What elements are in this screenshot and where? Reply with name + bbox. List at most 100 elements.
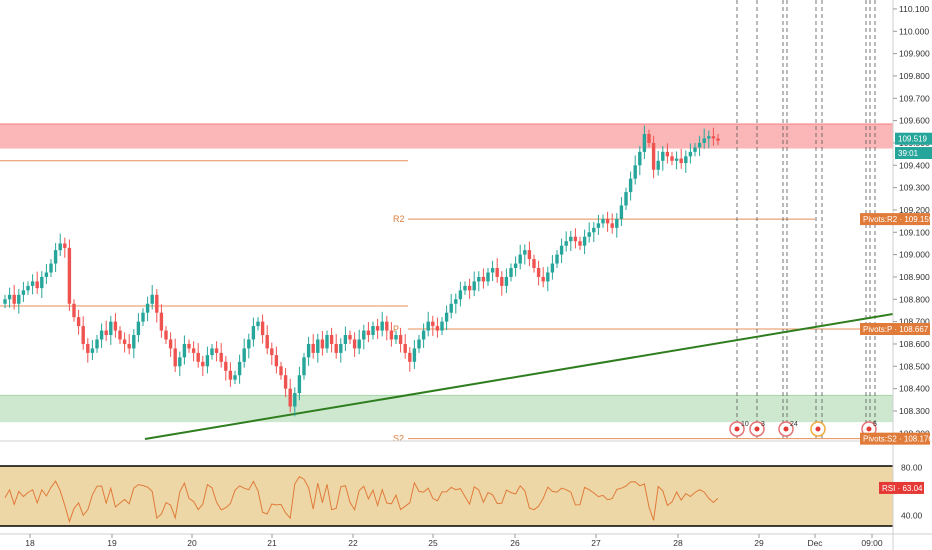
candle-body	[224, 361, 228, 371]
support-zone	[0, 395, 893, 423]
time-tick-label: 20	[187, 538, 197, 548]
candle-body	[113, 321, 118, 331]
time-tick-label: 27	[591, 538, 601, 548]
event-marker-dot	[866, 426, 872, 432]
price-badge	[895, 146, 932, 159]
candle-body	[210, 348, 214, 356]
price-tick-label: 109.900	[899, 49, 930, 59]
candle-body	[168, 339, 173, 349]
event-marker-dot	[815, 426, 821, 432]
candle-body	[458, 290, 463, 300]
candle-body	[251, 326, 256, 340]
price-badge-text: Pivots:R2 · 109.159	[863, 215, 932, 224]
candle-body	[12, 294, 16, 304]
time-tick-label: 09:00	[861, 538, 883, 548]
candle-body	[440, 321, 444, 331]
candle-body	[559, 245, 564, 255]
candle-body	[647, 134, 651, 143]
candle-body	[339, 343, 343, 353]
candle-body	[17, 294, 21, 304]
candle-body	[178, 357, 182, 367]
candle-body	[35, 281, 39, 289]
candle-body	[283, 375, 288, 389]
candle-body	[592, 227, 596, 233]
candle-body	[408, 352, 412, 362]
candle-body	[325, 335, 329, 349]
candle-body	[651, 142, 656, 170]
event-marker-label: 5	[873, 421, 877, 428]
candle-body	[500, 276, 504, 286]
time-tick-label: 28	[673, 538, 683, 548]
candle-body	[182, 343, 187, 358]
candle-body	[642, 134, 647, 152]
price-tick-label: 108.300	[899, 406, 930, 416]
price-badge	[895, 132, 932, 145]
candle-body	[334, 343, 338, 353]
time-tick-label: 18	[25, 538, 35, 548]
candle-body	[587, 232, 591, 237]
candle-body	[362, 330, 366, 340]
candle-body	[53, 250, 58, 264]
candle-body	[532, 259, 536, 269]
candle-body	[417, 339, 421, 349]
candle-body	[518, 254, 522, 264]
candle-body	[454, 299, 458, 304]
candle-body	[366, 330, 371, 336]
price-tick-label: 108.700	[899, 317, 930, 327]
candle-body	[233, 375, 237, 380]
candle-body	[573, 236, 578, 242]
candle-body	[159, 312, 164, 331]
candle-body	[702, 138, 706, 143]
candle-body	[670, 156, 674, 161]
price-tick-label: 109.200	[899, 205, 930, 215]
price-tick-label: 108.400	[899, 384, 930, 394]
candle-body	[435, 326, 440, 331]
candle-body	[86, 343, 90, 353]
price-badge-text: 109.519	[898, 135, 927, 144]
candle-body	[684, 156, 688, 164]
candle-body	[509, 268, 513, 277]
candle-body	[661, 151, 665, 161]
candle-body	[352, 339, 357, 349]
pivot-label-p: P	[393, 324, 399, 334]
candle-body	[481, 276, 486, 282]
candle-body	[380, 321, 384, 331]
candle-body	[242, 348, 246, 362]
candle-body	[633, 165, 637, 179]
time-axis[interactable]: 18 19 20 21 22 25 26 27 28 29 Dec 09:00	[0, 533, 932, 548]
candle-body	[665, 151, 670, 157]
candle-body	[569, 236, 573, 242]
candle-body	[293, 393, 297, 407]
pivot-label-r2: R2	[393, 214, 405, 224]
rsi-badge	[879, 481, 924, 494]
candle-body	[624, 192, 628, 206]
candle-body	[541, 276, 545, 282]
candle-body	[711, 136, 716, 139]
candle-body	[697, 142, 702, 148]
price-badge-text: Pivots:P · 108.667	[863, 325, 929, 334]
candle-body	[219, 352, 223, 362]
candle-body	[122, 339, 127, 344]
candle-body	[72, 303, 76, 318]
price-badges: 109.519 39:01 Pivots:R2 · 109.159 Pivots:P …	[860, 132, 932, 494]
rsi-tick-label: 40.00	[901, 511, 923, 521]
event-marker-label: 24	[790, 421, 798, 428]
candle-body	[527, 250, 532, 260]
candle-body	[256, 321, 260, 327]
candle-body	[601, 218, 605, 224]
candle-body	[463, 285, 467, 291]
candle-body	[141, 312, 145, 322]
candlestick-series	[3, 125, 720, 417]
price-zones	[0, 123, 893, 423]
event-marker-label: 10	[741, 421, 749, 428]
candle-body	[21, 290, 26, 295]
price-tick-label: 110.000	[899, 26, 929, 36]
candle-body	[320, 339, 325, 349]
event-marker-dot	[783, 426, 789, 432]
candle-body	[155, 294, 159, 313]
candle-body	[196, 352, 200, 362]
candle-body	[343, 335, 348, 344]
candle-body	[385, 321, 389, 331]
candle-body	[610, 223, 614, 228]
candle-body	[426, 321, 430, 331]
